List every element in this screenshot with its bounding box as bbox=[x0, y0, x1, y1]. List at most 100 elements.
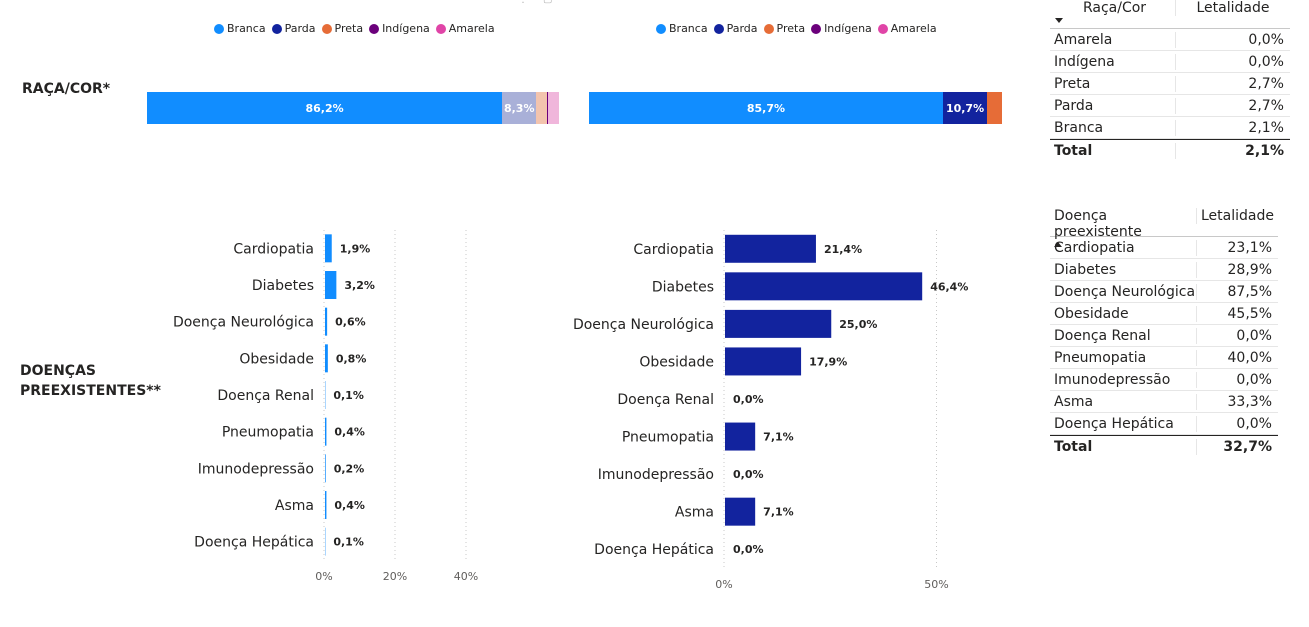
legend-item-amarela[interactable]: Amarela bbox=[877, 22, 937, 35]
stack-segment-parda[interactable]: 8,3% bbox=[502, 92, 537, 124]
cell-letalidade: 0,0% bbox=[1196, 327, 1278, 344]
legend-item-indigena[interactable]: Indígena bbox=[369, 22, 430, 35]
legend-label-indigena: Indígena bbox=[824, 22, 872, 35]
table-row[interactable]: Cardiopatia 23,1% bbox=[1050, 237, 1278, 259]
y-category-label-doenca-renal: Doença Renal bbox=[617, 392, 714, 408]
bar-obesidade[interactable] bbox=[325, 344, 328, 373]
cell-letalidade: 0,0% bbox=[1196, 371, 1278, 388]
section-label-doencas-line1: DOENÇAS bbox=[20, 363, 96, 379]
column-header-letalidade[interactable]: Letalidade bbox=[1175, 0, 1290, 16]
stack-segment-branca[interactable]: 86,2% bbox=[147, 92, 503, 124]
bar-data-label: 0,4% bbox=[334, 499, 365, 512]
bar-diabetes[interactable] bbox=[725, 272, 923, 301]
column-header-doenca[interactable]: Doença preexistente bbox=[1050, 208, 1196, 247]
bar-asma[interactable] bbox=[725, 497, 756, 526]
bar-cardiopatia[interactable] bbox=[725, 234, 816, 263]
stack-segment-parda[interactable]: 10,7% bbox=[942, 92, 988, 124]
stack-segment-preta[interactable] bbox=[536, 92, 548, 124]
table-row[interactable]: Diabetes 28,9% bbox=[1050, 259, 1278, 281]
bar-doenca-neurologica[interactable] bbox=[325, 307, 328, 336]
table-total-row[interactable]: Total 2,1% bbox=[1050, 139, 1290, 161]
column-header-raca[interactable]: Raça/Cor bbox=[1050, 0, 1175, 23]
sort-descending-icon[interactable] bbox=[1055, 18, 1063, 23]
legend-dot-indigena bbox=[811, 23, 822, 34]
legend-item-branca[interactable]: Branca bbox=[656, 22, 708, 35]
stack-segment-amarela[interactable] bbox=[548, 92, 559, 124]
sort-ascending-icon[interactable] bbox=[1054, 242, 1062, 247]
legend-item-branca[interactable]: Branca bbox=[214, 22, 266, 35]
focus-mode-icon[interactable]: ▢ bbox=[543, 0, 552, 5]
column-header-letalidade[interactable]: Letalidade bbox=[1196, 208, 1278, 224]
filter-icon[interactable]: ⋮ bbox=[518, 0, 528, 5]
legend-label-parda: Parda bbox=[284, 22, 316, 35]
legend-label-preta: Preta bbox=[776, 22, 806, 35]
table-raca-letalidade: Raça/Cor Letalidade Amarela 0,0% Indígena 0… bbox=[1050, 0, 1290, 161]
y-category-label-obesidade: Obesidade bbox=[639, 354, 714, 370]
table-row[interactable]: Preta 2,7% bbox=[1050, 73, 1290, 95]
bar-obesidade[interactable] bbox=[725, 347, 802, 376]
legend-item-preta[interactable]: Preta bbox=[763, 22, 806, 35]
bar-data-label: 0,0% bbox=[733, 468, 764, 481]
stack-segment-preta[interactable] bbox=[987, 92, 1002, 124]
bar-data-label: 7,1% bbox=[763, 431, 794, 444]
legend-left: Branca Parda Preta Indígena Amarela bbox=[214, 22, 501, 35]
table-row[interactable]: Branca 2,1% bbox=[1050, 117, 1290, 139]
legend-item-parda[interactable]: Parda bbox=[713, 22, 758, 35]
y-category-label-doenca-renal: Doença Renal bbox=[217, 388, 314, 404]
legend-item-indigena[interactable]: Indígena bbox=[811, 22, 872, 35]
bar-doenca-neurologica[interactable] bbox=[725, 309, 832, 338]
legend-item-preta[interactable]: Preta bbox=[321, 22, 364, 35]
column-header-doenca-label: Doença preexistente bbox=[1054, 208, 1142, 240]
bar-data-label: 3,2% bbox=[344, 279, 375, 292]
cell-letalidade: 87,5% bbox=[1196, 283, 1278, 300]
bar-imunodepressao[interactable] bbox=[325, 454, 326, 483]
table-row[interactable]: Doença Renal 0,0% bbox=[1050, 325, 1278, 347]
legend-dot-indigena bbox=[369, 23, 380, 34]
y-category-label-doenca-hepatica: Doença Hepática bbox=[594, 542, 714, 558]
cell-category: Doença Renal bbox=[1054, 327, 1151, 344]
legend-dot-amarela bbox=[877, 23, 888, 34]
table-row[interactable]: Imunodepressão 0,0% bbox=[1050, 369, 1278, 391]
table-row[interactable]: Asma 33,3% bbox=[1050, 391, 1278, 413]
legend-item-amarela[interactable]: Amarela bbox=[435, 22, 495, 35]
y-category-label-pneumopatia: Pneumopatia bbox=[222, 425, 314, 441]
stack-segment-branca[interactable]: 85,7% bbox=[589, 92, 943, 124]
table-row[interactable]: Amarela 0,0% bbox=[1050, 29, 1290, 51]
x-tick-label: 0% bbox=[315, 570, 332, 583]
stack-data-label: 85,7% bbox=[746, 101, 786, 115]
legend-dot-amarela bbox=[435, 23, 446, 34]
legend-label-branca: Branca bbox=[669, 22, 708, 35]
legend-label-preta: Preta bbox=[334, 22, 364, 35]
table-row[interactable]: Parda 2,7% bbox=[1050, 95, 1290, 117]
cell-category: Pneumopatia bbox=[1054, 349, 1147, 366]
x-tick-label: 20% bbox=[383, 570, 407, 583]
table-row[interactable]: Doença Neurológica 87,5% bbox=[1050, 281, 1278, 303]
bar-pneumopatia[interactable] bbox=[325, 417, 327, 446]
y-category-label-doenca-neurologica: Doença Neurológica bbox=[573, 317, 714, 333]
table-row[interactable]: Indígena 0,0% bbox=[1050, 51, 1290, 73]
table-row[interactable]: Doença Hepática 0,0% bbox=[1050, 413, 1278, 435]
bar-asma[interactable] bbox=[325, 491, 327, 519]
table-row[interactable]: Obesidade 45,5% bbox=[1050, 303, 1278, 325]
cell-letalidade: 0,0% bbox=[1196, 415, 1278, 432]
stack-data-label: 10,7% bbox=[945, 101, 985, 115]
table-row[interactable]: Pneumopatia 40,0% bbox=[1050, 347, 1278, 369]
y-category-label-obesidade: Obesidade bbox=[239, 351, 314, 367]
stack-segment-indigena[interactable] bbox=[547, 92, 549, 124]
legend-item-parda[interactable]: Parda bbox=[271, 22, 316, 35]
bar-chart-doencas-right: 0% 50% Cardiopatia 21,4% Diabetes 46,4% Doença… bbox=[573, 230, 968, 591]
bar-pneumopatia[interactable] bbox=[725, 422, 756, 451]
y-category-label-asma: Asma bbox=[275, 498, 314, 514]
stacked-bar-raca-left[interactable]: 86,2% 8,3% bbox=[147, 92, 559, 124]
table-total-row[interactable]: Total 32,7% bbox=[1050, 435, 1278, 457]
legend-dot-branca bbox=[656, 23, 666, 34]
legend-label-branca: Branca bbox=[227, 22, 266, 35]
bar-cardiopatia[interactable] bbox=[325, 234, 332, 263]
cell-category: Obesidade bbox=[1054, 305, 1129, 322]
stacked-bar-raca-right[interactable]: 85,7% 10,7% bbox=[589, 92, 1002, 124]
y-category-label-doenca-neurologica: Doença Neurológica bbox=[173, 315, 314, 331]
cell-category: Imunodepressão bbox=[1054, 371, 1171, 388]
y-category-label-diabetes: Diabetes bbox=[652, 279, 714, 295]
bar-data-label: 0,6% bbox=[335, 316, 366, 329]
bar-diabetes[interactable] bbox=[325, 271, 337, 299]
